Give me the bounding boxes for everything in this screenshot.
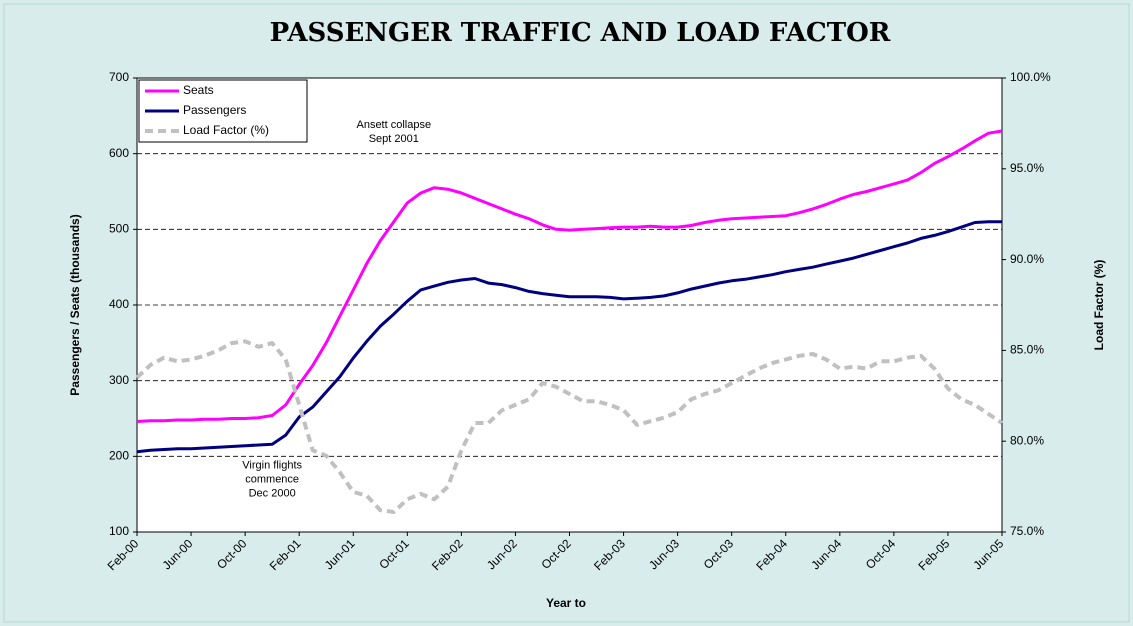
series-line	[136, 129, 1003, 423]
y2-tick-label: 100.0%	[1010, 70, 1051, 84]
y2-tick-label: 95.0%	[1010, 161, 1044, 175]
annotation: Virgin flights	[242, 459, 302, 471]
annotation: commence	[245, 473, 299, 485]
y-tick-label: 600	[109, 146, 129, 160]
y-tick-label: 400	[109, 297, 129, 311]
y2-tick-label: 75.0%	[1010, 524, 1044, 538]
x-axis-title: Year to	[546, 596, 586, 610]
y-tick-label: 100	[109, 524, 129, 538]
legend-label: Passengers	[183, 103, 246, 117]
series-line	[135, 339, 1004, 514]
y2-tick-label: 90.0%	[1010, 252, 1044, 266]
y-tick-label: 300	[109, 373, 129, 387]
y2-axis-title: Load Factor (%)	[1092, 260, 1106, 351]
annotation: Ansett collapse	[356, 119, 431, 131]
y-tick-label: 700	[109, 70, 129, 84]
y-tick-label: 200	[109, 449, 129, 463]
y2-tick-label: 85.0%	[1010, 343, 1044, 357]
y2-tick-label: 80.0%	[1010, 433, 1044, 447]
annotation: Sept 2001	[369, 133, 419, 145]
chart-title: PASSENGER TRAFFIC AND LOAD FACTOR	[270, 18, 891, 48]
annotation: Dec 2000	[249, 487, 296, 499]
series-line	[136, 220, 1002, 454]
legend-label: Seats	[183, 83, 214, 97]
legend-label: Load Factor (%)	[183, 123, 269, 137]
y-axis-title: Passengers / Seats (thousands)	[68, 214, 82, 395]
y-tick-label: 500	[109, 222, 129, 236]
